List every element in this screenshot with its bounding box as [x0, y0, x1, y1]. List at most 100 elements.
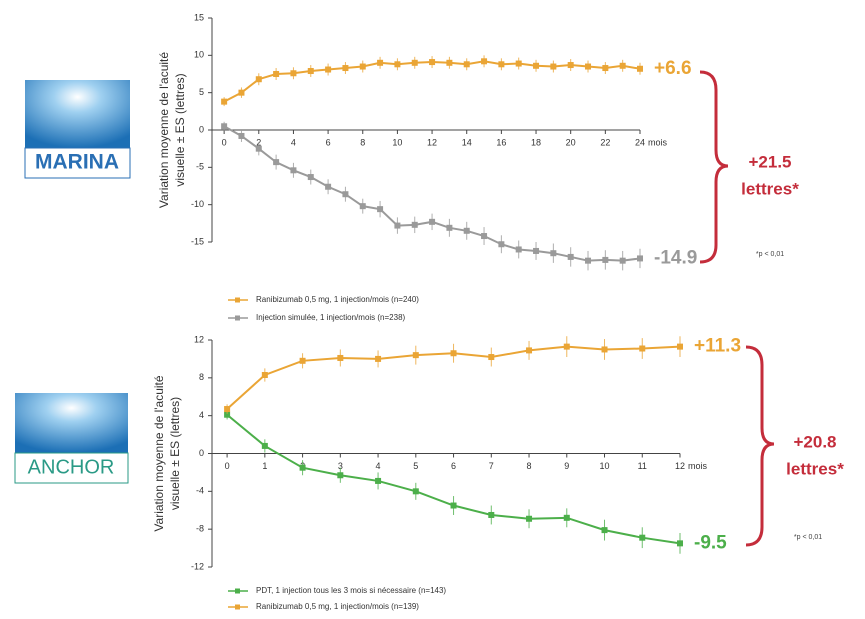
marker — [307, 174, 314, 181]
x-tick-label: 22 — [600, 137, 610, 147]
marker — [290, 167, 297, 174]
x-tick-label: 18 — [531, 137, 541, 147]
series-line — [226, 413, 681, 545]
y-tick-label: -12 — [191, 561, 204, 571]
marker — [224, 411, 231, 418]
marker — [601, 346, 608, 353]
x-tick-label: 10 — [600, 461, 610, 471]
marker — [299, 357, 306, 364]
marker — [637, 255, 643, 262]
marker — [375, 477, 382, 484]
legend-marker — [235, 604, 240, 610]
marker — [337, 472, 344, 479]
logo-text: MARINA — [35, 151, 119, 174]
footnote: *p < 0,01 — [756, 251, 784, 258]
marker — [411, 221, 418, 228]
marker — [446, 59, 453, 66]
difference-value: +21.5 — [748, 152, 791, 171]
marker — [526, 515, 533, 522]
marker — [619, 257, 626, 264]
marker — [450, 502, 457, 509]
marker — [526, 347, 533, 354]
y-tick-label: 5 — [199, 87, 204, 97]
marker — [639, 534, 646, 541]
marker — [221, 98, 228, 105]
legend-marker — [235, 588, 240, 594]
difference-unit: lettres* — [786, 459, 844, 478]
marker — [429, 218, 436, 225]
marker — [585, 63, 592, 70]
y-tick-label: -5 — [196, 162, 204, 172]
end-label: +11.3 — [694, 336, 741, 357]
marker — [394, 61, 401, 68]
y-tick-label: 10 — [194, 50, 204, 60]
marker — [533, 247, 540, 254]
y-tick-label: 12 — [194, 334, 204, 344]
x-tick-label: 24 — [635, 137, 645, 147]
x-tick-label: 4 — [291, 137, 296, 147]
marker — [337, 354, 344, 361]
marker — [533, 62, 540, 69]
x-tick-label: 6 — [451, 461, 456, 471]
marker — [255, 145, 262, 152]
marker — [307, 68, 314, 75]
x-tick-label: 12 — [675, 461, 685, 471]
marker — [602, 65, 609, 72]
marker — [261, 371, 268, 378]
marker — [342, 191, 349, 198]
marker — [238, 89, 245, 96]
x-tick-label: 20 — [566, 137, 576, 147]
y-tick-label: 0 — [199, 448, 204, 458]
difference-unit: lettres* — [741, 179, 799, 198]
marker — [550, 63, 557, 70]
y-axis-label: visuelle ± ES (lettres) — [173, 73, 187, 186]
marker — [463, 227, 470, 234]
logo-text: ANCHOR — [28, 456, 115, 478]
marker — [601, 527, 608, 534]
marker — [515, 60, 522, 67]
x-tick-label: 4 — [376, 461, 381, 471]
y-axis-label: Variation moyenne de l'acuité — [157, 52, 171, 208]
marker — [498, 61, 505, 68]
x-tick-label: 7 — [489, 461, 494, 471]
y-tick-label: 15 — [194, 12, 204, 22]
bracket — [745, 345, 775, 547]
y-tick-label: -15 — [191, 236, 204, 246]
legend-marker — [235, 297, 240, 303]
marker — [325, 66, 332, 73]
marker — [481, 233, 488, 240]
marker — [637, 65, 643, 72]
legend-label: Ranibizumab 0,5 mg, 1 injection/mois (n=… — [256, 295, 419, 304]
footnote: *p < 0,01 — [794, 534, 822, 541]
x-tick-label: 9 — [564, 461, 569, 471]
end-label: +6.6 — [654, 58, 692, 79]
marker — [359, 63, 366, 70]
marker — [446, 224, 453, 231]
legend-label: Injection simulée, 1 injection/mois (n=2… — [256, 313, 406, 322]
x-axis-label: mois — [648, 137, 668, 147]
legend-label: PDT, 1 injection tous les 3 mois si néce… — [256, 586, 446, 595]
marker — [450, 350, 457, 357]
y-tick-label: 8 — [199, 372, 204, 382]
legend-marker — [235, 315, 240, 321]
x-axis-label: mois — [688, 461, 708, 471]
marker — [639, 345, 646, 352]
marker — [563, 343, 570, 350]
marker — [375, 355, 382, 362]
marker — [550, 250, 557, 257]
marker — [567, 253, 574, 260]
marker — [481, 58, 488, 65]
marker — [290, 70, 297, 77]
x-tick-label: 12 — [427, 137, 437, 147]
marina-logo: MARINA — [24, 80, 131, 179]
x-tick-label: 8 — [527, 461, 532, 471]
end-label: -14.9 — [654, 247, 697, 268]
x-tick-label: 0 — [225, 461, 230, 471]
marker — [567, 62, 574, 69]
marker — [377, 206, 384, 213]
x-tick-label: 3 — [338, 461, 343, 471]
difference-value: +20.8 — [793, 432, 836, 451]
x-tick-label: 6 — [326, 137, 331, 147]
marker — [411, 59, 418, 66]
